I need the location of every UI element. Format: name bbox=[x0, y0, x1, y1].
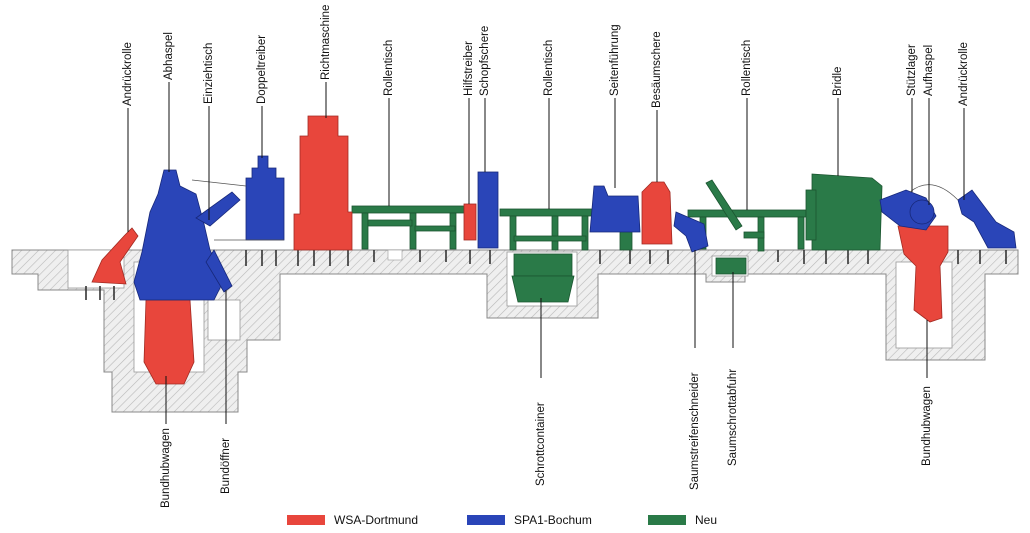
label-stuetzlager: Stützlager bbox=[906, 44, 918, 96]
legend-item-wsa: WSA-Dortmund bbox=[287, 512, 418, 528]
hilfstreiber-shape bbox=[463, 203, 477, 241]
bridle-shape bbox=[805, 173, 883, 251]
legend-swatch-neu bbox=[648, 515, 686, 525]
label-einziehtisch: Einziehtisch bbox=[203, 42, 215, 104]
label-richtmaschine: Richtmaschine bbox=[320, 4, 332, 80]
label-bridle: Bridle bbox=[832, 66, 844, 96]
legend-label-spa1: SPA1-Bochum bbox=[514, 513, 592, 527]
abhaspel-shape bbox=[133, 169, 225, 301]
equipment-neu bbox=[351, 173, 883, 303]
label-doppeltreiber: Doppeltreiber bbox=[256, 34, 268, 104]
label-bundoeffner: Bundöffner bbox=[220, 437, 232, 494]
equipment-spa1 bbox=[133, 155, 1017, 301]
schrottcontainer-shape bbox=[511, 253, 575, 303]
label-besaeumschere: Besäumschere bbox=[651, 31, 663, 108]
label-bundhubwagen-right: Bundhubwagen bbox=[921, 386, 933, 466]
equipment-wsa bbox=[91, 115, 949, 385]
richtmaschine-shape bbox=[293, 115, 353, 251]
legend-label-neu: Neu bbox=[695, 513, 718, 527]
label-rollentisch-3: Rollentisch bbox=[741, 39, 753, 96]
label-saumstreifenschneider: Saumstreifenschneider bbox=[689, 372, 701, 490]
label-aufhaspel: Aufhaspel bbox=[923, 44, 935, 96]
label-saumschrottabfuhr: Saumschrottabfuhr bbox=[727, 368, 739, 466]
label-hilfstreiber: Hilfstreiber bbox=[463, 41, 475, 96]
schopfschere-shape bbox=[477, 171, 499, 249]
leader-lines bbox=[127, 82, 965, 424]
label-seitenfuehrung: Seitenführung bbox=[609, 24, 621, 96]
label-rollentisch-2: Rollentisch bbox=[543, 39, 555, 96]
label-andrueckrolle-left: Andrückrolle bbox=[122, 42, 134, 106]
saumstreifenschneider-shape bbox=[673, 211, 709, 253]
saumschrottabfuhr-shape bbox=[715, 257, 747, 275]
label-andrueckrolle-right: Andrückrolle bbox=[958, 42, 970, 106]
detail-lines bbox=[191, 179, 959, 241]
rollentisch-2-shape bbox=[499, 208, 593, 251]
legend-label-wsa: WSA-Dortmund bbox=[334, 513, 419, 527]
andrueckrolle-left-shape bbox=[91, 227, 139, 285]
legend-swatch-spa1 bbox=[467, 515, 505, 525]
seitenfuehrung-shape bbox=[589, 185, 641, 233]
andrueckrolle-right-shape bbox=[957, 189, 1017, 249]
label-bundhubwagen-left: Bundhubwagen bbox=[160, 428, 172, 508]
legend-item-neu: Neu bbox=[648, 512, 717, 528]
anchor-bolts bbox=[85, 250, 1007, 300]
label-schrottcontainer: Schrottcontainer bbox=[535, 402, 547, 486]
bundhubwagen-right-shape bbox=[897, 225, 949, 323]
rollentisch-1-shape bbox=[351, 205, 465, 250]
bundhubwagen-left-shape bbox=[143, 299, 195, 385]
label-schopfschere: Schopfschere bbox=[479, 25, 491, 96]
label-abhaspel: Abhaspel bbox=[163, 32, 175, 80]
einziehtisch-shape bbox=[195, 191, 241, 227]
doppeltreiber-shape bbox=[245, 155, 285, 241]
label-rollentisch-1: Rollentisch bbox=[383, 39, 395, 96]
legend-item-spa1: SPA1-Bochum bbox=[467, 512, 592, 528]
besaeumschere-shape bbox=[641, 181, 673, 245]
legend-swatch-wsa bbox=[287, 515, 325, 525]
